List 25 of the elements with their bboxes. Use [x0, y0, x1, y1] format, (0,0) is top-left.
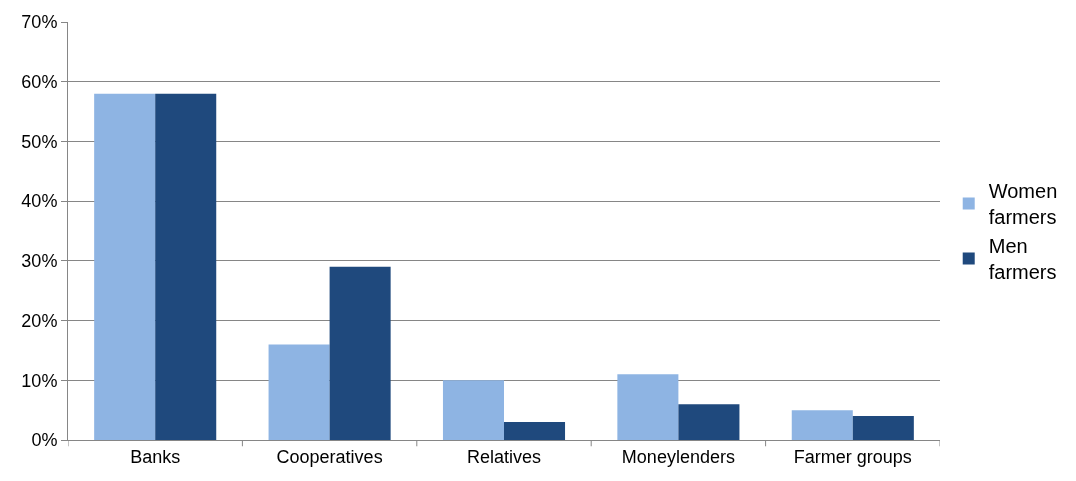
- bar: [268, 344, 330, 440]
- bar: [791, 410, 853, 440]
- bar: [329, 266, 391, 440]
- bar: [852, 416, 914, 440]
- bar: [504, 422, 566, 440]
- bar: [442, 380, 504, 440]
- x-tick-label: Moneylenders: [621, 446, 735, 467]
- legend-label: Women farmers: [988, 180, 1058, 229]
- y-tick-label: 60%: [21, 72, 58, 93]
- y-tick-label: 50%: [21, 131, 58, 152]
- y-tick-label: 40%: [21, 191, 58, 212]
- y-tick-label: 0%: [31, 430, 58, 451]
- y-tick-label: 20%: [21, 310, 58, 331]
- x-tick-label: Relatives: [466, 446, 542, 467]
- bar: [617, 374, 679, 440]
- x-tick-label: Banks: [130, 446, 181, 467]
- legend-label: Men farmers: [988, 235, 1057, 284]
- y-tick-label: 30%: [21, 251, 58, 272]
- bar: [155, 93, 217, 440]
- bar: [678, 404, 740, 440]
- y-tick-label: 70%: [21, 12, 58, 33]
- bar: [94, 93, 156, 440]
- x-tick-label: Farmer groups: [793, 446, 912, 467]
- x-tick-label: Cooperatives: [276, 446, 383, 467]
- y-tick-label: 10%: [21, 370, 58, 391]
